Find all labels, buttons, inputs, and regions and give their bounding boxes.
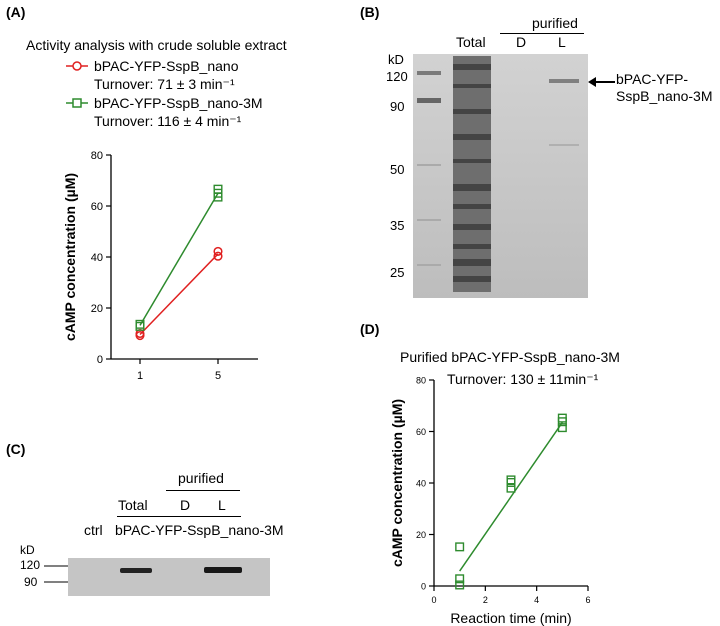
chart-d-x-tick-label: 4 — [534, 595, 539, 605]
chart-a-y-tick-label: 60 — [91, 201, 103, 213]
legend-label-nano-3m: bPAC-YFP-SspB_nano-3M — [94, 95, 263, 111]
chart-d-series-line-0 — [459, 422, 563, 572]
panel-d-heading: Purified bPAC-YFP-SspB_nano-3M — [400, 349, 620, 365]
gel-c-image — [44, 558, 270, 596]
arrow-left-icon — [588, 77, 615, 87]
panel-b-arrow-label-2: SspB_nano-3M — [616, 88, 713, 104]
chart-d-point — [455, 574, 465, 584]
panel-c-label: (C) — [6, 441, 26, 457]
panel-c-lane-l: L — [218, 497, 226, 513]
legend-marker-square-icon — [66, 98, 88, 108]
panel-c-construct: bPAC-YFP-SspB_nano-3M — [115, 522, 284, 538]
panel-b-purified-line — [500, 33, 584, 34]
chart-d-y-tick-label: 20 — [416, 530, 426, 540]
chart-d-y-label: cAMP concentration (µM) — [389, 399, 405, 567]
chart-a-y-tick-label: 40 — [91, 252, 103, 264]
chart-a-point — [213, 184, 223, 194]
panel-c-ctrl: ctrl — [84, 522, 103, 538]
chart-d-y-tick-label: 60 — [416, 427, 426, 437]
chart-d-point — [557, 413, 567, 423]
legend-turnover-nano-3m: Turnover: 116 ± 4 min⁻¹ — [94, 113, 242, 129]
panel-c-lane-total: Total — [118, 497, 148, 513]
panel-c-construct-line — [117, 516, 241, 517]
chart-d-point — [506, 475, 516, 485]
chart-d-point — [455, 542, 465, 552]
chart-d-point — [506, 483, 516, 493]
chart-d-y-tick-label: 40 — [416, 479, 426, 489]
chart-a-y-tick-label: 80 — [91, 150, 103, 162]
chart-a-x-tick-label: 5 — [215, 370, 221, 382]
panel-b-marker-90: 90 — [390, 99, 405, 114]
legend-item-nano-3m: bPAC-YFP-SspB_nano-3M — [66, 95, 263, 111]
panel-b-marker-35: 35 — [390, 218, 405, 233]
panel-a-legend: bPAC-YFP-SspB_nano Turnover: 71 ± 3 min⁻… — [66, 58, 263, 130]
chart-d-point — [506, 477, 516, 487]
panel-b-lane-l: L — [558, 34, 566, 50]
panel-c-lane-d: D — [180, 497, 191, 513]
panel-c-kd: kD — [20, 543, 35, 557]
panel-c-purified-line — [166, 490, 240, 491]
legend-turnover-nano: Turnover: 71 ± 3 min⁻¹ — [94, 76, 235, 92]
chart-a-x-tick-label: 1 — [137, 370, 143, 382]
chart-a-y-label: cAMP concentration (µM) — [62, 173, 78, 341]
chart-a-y-tick-label: 0 — [97, 354, 103, 366]
legend-item-nano: bPAC-YFP-SspB_nano — [66, 58, 263, 74]
panel-b-lane-total: Total — [456, 34, 486, 50]
legend-label-nano: bPAC-YFP-SspB_nano — [94, 58, 239, 74]
chart-d: 0 20 40 60 80 0 2 4 6 Reaction time (min) cAMP con… — [389, 376, 591, 626]
chart-d-y-tick-label: 80 — [416, 376, 426, 386]
panel-b-lane-d: D — [516, 34, 527, 50]
panel-c-marker-120: 120 — [20, 558, 41, 572]
chart-a-series-line-1 — [139, 192, 219, 326]
chart-a-point — [135, 319, 145, 329]
panel-b-label: (B) — [360, 4, 380, 20]
chart-d-x-label: Reaction time (min) — [450, 610, 571, 626]
panel-a-heading: Activity analysis with crude soluble ext… — [26, 37, 287, 53]
panel-d-turnover: Turnover: 130 ± 11min⁻¹ — [447, 371, 599, 387]
panel-b-purified: purified — [532, 15, 578, 31]
panel-b-marker-25: 25 — [390, 265, 405, 280]
panel-b-arrow-label-1: bPAC-YFP- — [616, 71, 689, 87]
panel-c-purified: purified — [178, 470, 224, 486]
chart-a-y-tick-label: 20 — [91, 303, 103, 315]
chart-d-x-tick-label: 6 — [585, 595, 590, 605]
panel-a-label: (A) — [6, 4, 26, 20]
panel-b-marker-50: 50 — [390, 162, 405, 177]
panel-b-marker-120: 120 — [386, 69, 408, 84]
chart-d-x-tick-label: 2 — [483, 595, 488, 605]
legend-marker-circle-icon — [66, 61, 88, 71]
gel-b-image — [413, 54, 588, 298]
chart-a-point — [213, 251, 223, 261]
chart-d-x-tick-label: 0 — [431, 595, 436, 605]
chart-d-point — [557, 423, 567, 433]
chart-a-point — [213, 246, 223, 256]
chart-a-series-line-0 — [139, 253, 219, 336]
chart-d-point — [455, 580, 465, 590]
panel-d-label: (D) — [360, 321, 380, 337]
chart-d-y-tick-label: 0 — [421, 582, 426, 592]
chart-a: 02040608015Reaction time (min)cAMP conce… — [62, 150, 258, 382]
panel-b-kd: kD — [388, 52, 404, 67]
panel-c-marker-90: 90 — [24, 575, 38, 589]
